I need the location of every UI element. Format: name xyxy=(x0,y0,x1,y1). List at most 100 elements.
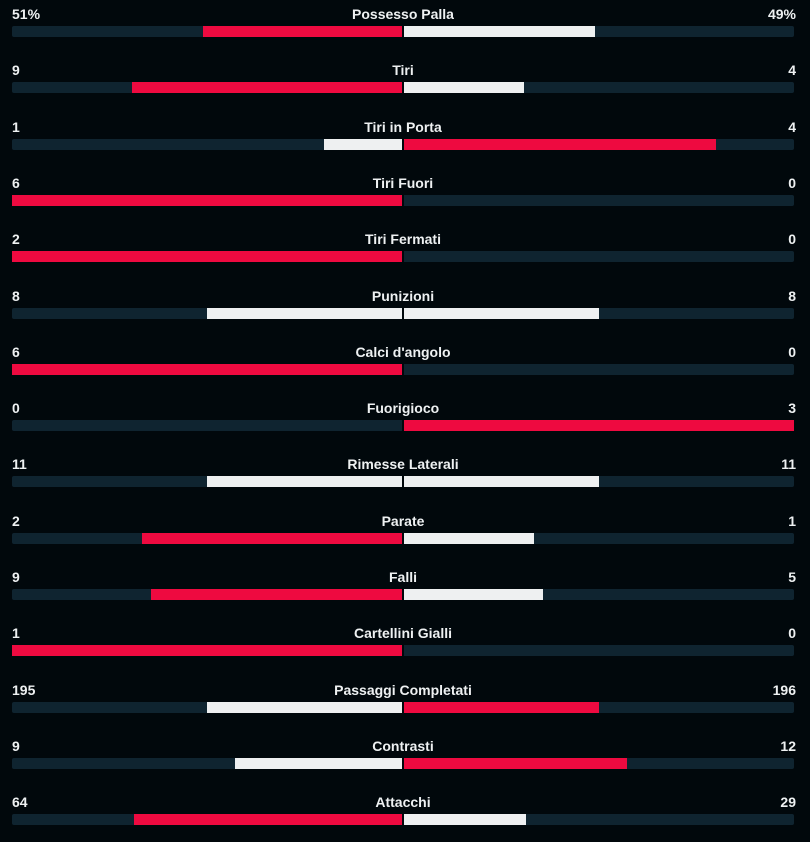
home-bar-track xyxy=(12,138,402,150)
away-value: 49% xyxy=(767,6,796,22)
away-value: 196 xyxy=(772,681,796,698)
away-bar-fill xyxy=(404,814,526,826)
away-value: 4 xyxy=(788,118,796,135)
away-bar-track xyxy=(404,757,794,769)
away-bar-track xyxy=(404,26,794,37)
stat-row: 6 Calci d'angolo 0 xyxy=(0,342,810,382)
home-value: 2 xyxy=(12,512,20,529)
home-bar-fill xyxy=(207,307,402,319)
home-bar-fill xyxy=(151,589,402,600)
home-bar-fill xyxy=(207,476,402,488)
home-bar-track xyxy=(12,476,402,488)
away-value: 1 xyxy=(788,512,796,529)
away-bar-track xyxy=(404,363,794,375)
away-bar-fill xyxy=(404,476,599,488)
stat-label: Possesso Palla xyxy=(352,6,454,22)
away-bar-fill xyxy=(404,589,543,600)
stat-row: 2 Parate 1 xyxy=(0,511,810,551)
home-bar-track xyxy=(12,589,402,600)
home-bar-fill xyxy=(235,757,402,769)
stat-row: 9 Contrasti 12 xyxy=(0,736,810,776)
home-bar-track xyxy=(12,251,402,263)
stat-row: 0 Fuorigioco 3 xyxy=(0,398,810,438)
home-bar-track xyxy=(12,82,402,94)
home-bar-track xyxy=(12,194,402,206)
away-bar-fill xyxy=(404,532,534,544)
home-value: 195 xyxy=(12,681,36,698)
stat-label: Fuorigioco xyxy=(366,400,440,417)
away-bar-fill xyxy=(404,138,716,150)
away-bar-track xyxy=(404,251,794,263)
home-bar-track xyxy=(12,363,402,375)
home-bar-fill xyxy=(324,138,402,150)
stat-row: 1 Tiri in Porta 4 xyxy=(0,117,810,157)
away-bar-track xyxy=(404,589,794,600)
stat-label: Falli xyxy=(388,569,417,585)
away-bar-fill xyxy=(404,701,599,713)
home-bar-track xyxy=(12,26,402,37)
away-value: 5 xyxy=(788,569,796,585)
stat-label: Tiri in Porta xyxy=(364,118,442,135)
away-value: 0 xyxy=(788,343,796,360)
away-value: 8 xyxy=(788,287,796,304)
away-bar-fill xyxy=(404,307,599,319)
stat-label: Attacchi xyxy=(375,794,431,811)
away-value: 0 xyxy=(788,625,796,642)
home-value: 64 xyxy=(12,794,28,811)
home-value: 1 xyxy=(12,625,20,642)
home-bar-track xyxy=(12,307,402,319)
away-bar-fill xyxy=(404,26,595,37)
away-bar-track xyxy=(404,814,794,826)
home-bar-fill xyxy=(12,251,402,263)
home-value: 9 xyxy=(12,737,20,754)
stat-row: 51% Possesso Palla 49% xyxy=(0,4,810,44)
stat-label: Tiri xyxy=(392,62,414,79)
away-bar-track xyxy=(404,532,794,544)
stat-row: 9 Tiri 4 xyxy=(0,60,810,100)
home-bar-fill xyxy=(12,645,402,657)
stat-label: Passaggi Completati xyxy=(334,681,472,698)
home-value: 8 xyxy=(12,287,20,304)
home-value: 51% xyxy=(12,6,41,22)
away-value: 3 xyxy=(788,400,796,417)
away-value: 0 xyxy=(788,231,796,248)
stat-row: 195 Passaggi Completati 196 xyxy=(0,680,810,720)
stat-label: Cartellini Gialli xyxy=(353,625,453,642)
home-bar-track xyxy=(12,814,402,826)
home-value: 1 xyxy=(12,118,20,135)
home-bar-track xyxy=(12,645,402,657)
stat-label: Tiri Fuori xyxy=(372,174,434,191)
stat-row: 6 Tiri Fuori 0 xyxy=(0,173,810,213)
away-value: 11 xyxy=(781,456,796,473)
stat-row: 8 Punizioni 8 xyxy=(0,286,810,326)
away-bar-track xyxy=(404,476,794,488)
home-value: 6 xyxy=(12,343,20,360)
home-value: 9 xyxy=(12,62,20,79)
stat-row: 1 Cartellini Gialli 0 xyxy=(0,623,810,663)
home-value: 2 xyxy=(12,231,20,248)
home-bar-track xyxy=(12,757,402,769)
stat-label: Punizioni xyxy=(371,287,435,304)
away-value: 0 xyxy=(788,174,796,191)
away-bar-track xyxy=(404,307,794,319)
home-bar-track xyxy=(12,420,402,432)
home-value: 9 xyxy=(12,569,20,585)
stat-row: 64 Attacchi 29 xyxy=(0,792,810,832)
home-value: 6 xyxy=(12,174,20,191)
stat-row: 11 Rimesse Laterali 11 xyxy=(0,454,810,494)
stat-row: 9 Falli 5 xyxy=(0,567,810,607)
home-bar-fill xyxy=(207,701,402,713)
away-value: 12 xyxy=(780,737,796,754)
stat-label: Contrasti xyxy=(372,737,434,754)
home-bar-track xyxy=(12,701,402,713)
away-bar-track xyxy=(404,82,794,94)
away-bar-track xyxy=(404,138,794,150)
home-bar-fill xyxy=(203,26,402,37)
home-bar-track xyxy=(12,532,402,544)
away-bar-track xyxy=(404,701,794,713)
away-bar-track xyxy=(404,420,794,432)
home-value: 11 xyxy=(12,456,27,473)
stat-label: Calci d'angolo xyxy=(355,343,451,360)
stat-row: 2 Tiri Fermati 0 xyxy=(0,229,810,269)
